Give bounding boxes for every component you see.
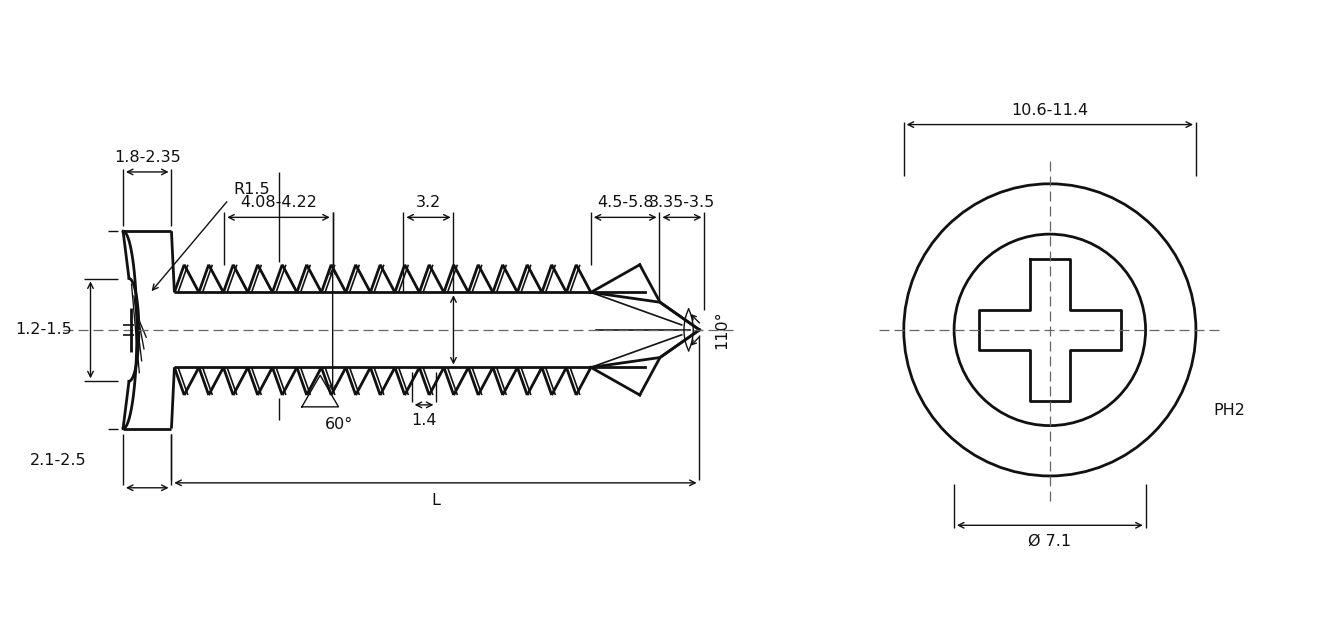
Text: 110°: 110° <box>714 310 729 349</box>
Text: 60°: 60° <box>326 417 353 432</box>
Text: Ø 7.1: Ø 7.1 <box>1028 533 1072 548</box>
Text: 1.2-1.5: 1.2-1.5 <box>16 323 72 337</box>
Text: 1.4: 1.4 <box>411 413 436 428</box>
Text: 2.1-2.5: 2.1-2.5 <box>30 453 87 468</box>
Text: 10.6-11.4: 10.6-11.4 <box>1011 102 1089 118</box>
Text: R1.5: R1.5 <box>233 182 270 196</box>
Text: L: L <box>431 493 440 508</box>
Text: 3.2: 3.2 <box>416 195 442 211</box>
Text: 3.35-3.5: 3.35-3.5 <box>648 195 716 211</box>
Text: 4.08-4.22: 4.08-4.22 <box>240 195 316 211</box>
Text: PH2: PH2 <box>1214 403 1246 418</box>
Text: 4.5-5.8: 4.5-5.8 <box>597 195 654 211</box>
Text: 1.8-2.35: 1.8-2.35 <box>113 150 181 165</box>
